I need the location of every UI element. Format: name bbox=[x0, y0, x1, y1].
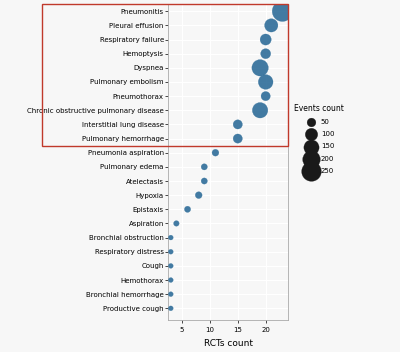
Point bbox=[184, 207, 191, 212]
Point bbox=[168, 291, 174, 297]
Point bbox=[262, 93, 269, 99]
Point bbox=[262, 79, 269, 85]
Point bbox=[234, 121, 241, 127]
Point bbox=[262, 37, 269, 42]
Bar bbox=[42, 4, 288, 146]
Point bbox=[201, 164, 208, 170]
Point bbox=[257, 107, 263, 113]
Point bbox=[196, 192, 202, 198]
Point bbox=[168, 235, 174, 240]
X-axis label: RCTs count: RCTs count bbox=[204, 339, 252, 348]
Point bbox=[279, 8, 286, 14]
Point bbox=[168, 306, 174, 311]
Point bbox=[173, 221, 180, 226]
Point bbox=[168, 277, 174, 283]
Point bbox=[234, 136, 241, 142]
Point bbox=[168, 263, 174, 269]
Point bbox=[212, 150, 219, 156]
Point bbox=[257, 65, 263, 71]
Point bbox=[268, 23, 274, 28]
Point bbox=[201, 178, 208, 184]
Point bbox=[262, 51, 269, 57]
Point bbox=[168, 249, 174, 254]
Legend: 50, 100, 150, 200, 250: 50, 100, 150, 200, 250 bbox=[293, 102, 345, 175]
